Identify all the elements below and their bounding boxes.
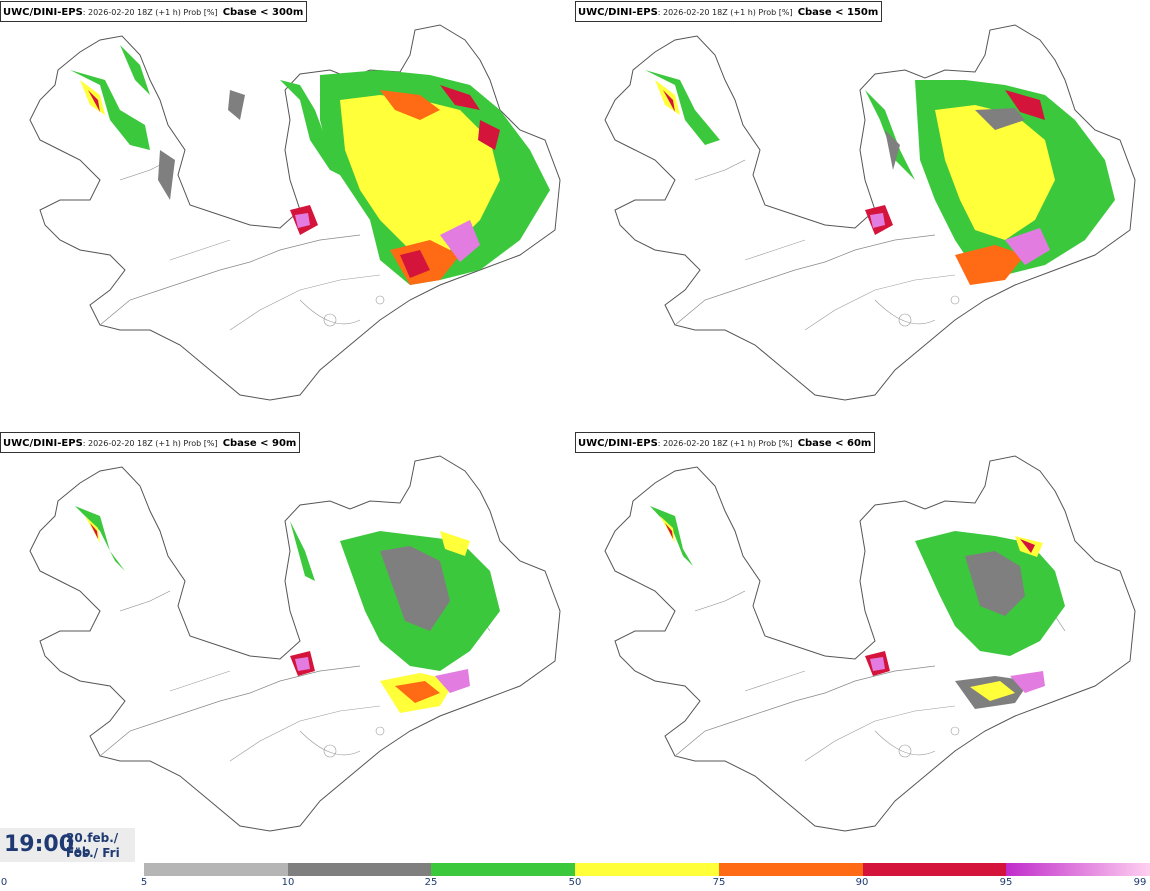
run-info: : 2026-02-20 18Z (+1 h) Prob [%] <box>657 439 793 448</box>
tick-label: 0 <box>0 877 8 888</box>
threshold-label: Cbase < 60m <box>797 438 872 449</box>
panel-title: UWC/DINI-EPS: 2026-02-20 18Z (+1 h) Prob… <box>0 432 301 453</box>
valid-time: 19:00 <box>4 832 75 857</box>
run-info: : 2026-02-20 18Z (+1 h) Prob [%] <box>82 8 218 17</box>
tick-label: 90 <box>855 877 869 888</box>
probability-overlay <box>645 70 1115 285</box>
colorbar-segment <box>718 863 863 876</box>
colorbar-ticks: 0 5 10 25 50 75 90 95 99 <box>0 877 1150 891</box>
colorbar-segment <box>431 863 576 876</box>
probability-colorbar <box>144 863 1150 876</box>
tick-label: 99 <box>1133 877 1147 888</box>
colorbar-segment <box>1006 863 1150 876</box>
valid-date-line1: 20.feb./ Feb <box>66 831 119 859</box>
model-name: UWC/DINI-EPS <box>578 438 658 449</box>
model-name: UWC/DINI-EPS <box>3 7 83 18</box>
map-panel-cbase-150: UWC/DINI-EPS: 2026-02-20 18Z (+1 h) Prob… <box>575 0 1150 430</box>
probability-overlay <box>650 506 1065 709</box>
tick-label: 95 <box>999 877 1013 888</box>
threshold-label: Cbase < 300m <box>222 7 304 18</box>
tick-label: 10 <box>281 877 295 888</box>
probability-overlay <box>70 45 550 285</box>
run-info: : 2026-02-20 18Z (+1 h) Prob [%] <box>657 8 793 17</box>
valid-time-box: 19:00 20.feb./ Feb Fös./ Fri <box>0 828 135 862</box>
threshold-label: Cbase < 90m <box>222 438 297 449</box>
model-name: UWC/DINI-EPS <box>578 7 658 18</box>
map-panel-cbase-90: UWC/DINI-EPS: 2026-02-20 18Z (+1 h) Prob… <box>0 431 575 861</box>
tick-label: 75 <box>712 877 726 888</box>
model-name: UWC/DINI-EPS <box>3 438 83 449</box>
threshold-label: Cbase < 150m <box>797 7 879 18</box>
map-panel-cbase-60: UWC/DINI-EPS: 2026-02-20 18Z (+1 h) Prob… <box>575 431 1150 861</box>
colorbar-segment <box>862 863 1007 876</box>
run-info: : 2026-02-20 18Z (+1 h) Prob [%] <box>82 439 218 448</box>
probability-overlay <box>75 506 500 713</box>
panel-title: UWC/DINI-EPS: 2026-02-20 18Z (+1 h) Prob… <box>575 432 876 453</box>
tick-label: 25 <box>424 877 438 888</box>
panel-title: UWC/DINI-EPS: 2026-02-20 18Z (+1 h) Prob… <box>575 1 883 22</box>
map-panel-cbase-300: UWC/DINI-EPS: 2026-02-20 18Z (+1 h) Prob… <box>0 0 575 430</box>
colorbar-segment <box>287 863 432 876</box>
panel-title: UWC/DINI-EPS: 2026-02-20 18Z (+1 h) Prob… <box>0 1 308 22</box>
valid-date-line2: Fös./ Fri <box>66 846 120 860</box>
tick-label: 5 <box>140 877 148 888</box>
colorbar-segment <box>575 863 719 876</box>
tick-label: 50 <box>568 877 582 888</box>
colorbar-segment <box>144 863 288 876</box>
